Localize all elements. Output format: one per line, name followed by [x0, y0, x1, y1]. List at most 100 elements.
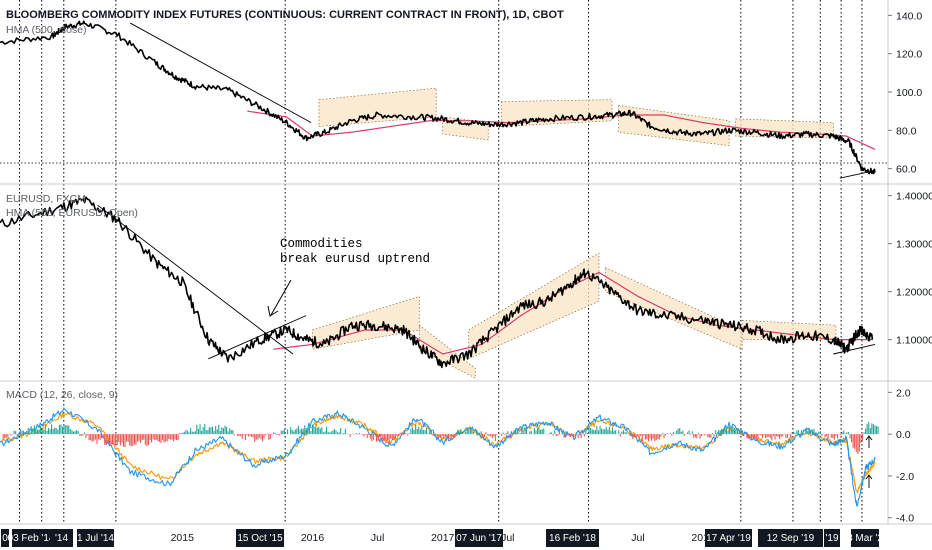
histogram-bar — [769, 434, 771, 439]
histogram-bar — [813, 428, 815, 435]
histogram-bar — [746, 434, 748, 438]
histogram-bar — [566, 434, 568, 435]
histogram-bar — [488, 434, 490, 437]
histogram-bar — [180, 433, 182, 435]
histogram-bar — [430, 429, 432, 435]
time-axis[interactable]: 2015Jul2016Jul2017JulJul2019003 Feb '14'… — [1, 529, 889, 547]
histogram-bar — [327, 432, 329, 435]
histogram-bar — [877, 426, 879, 435]
histogram-bar — [127, 434, 129, 442]
histogram-bar — [827, 434, 829, 440]
histogram-bar — [793, 431, 795, 435]
time-axis-marker — [236, 529, 284, 547]
histogram-bar — [362, 434, 364, 435]
histogram-bar — [454, 434, 456, 438]
price-axis[interactable]: 140.0 120.0 100.0 80.0 60.0 1.40000 1.30000 1.2… — [888, 10, 932, 525]
histogram-bar — [118, 434, 120, 442]
histogram-bar — [713, 434, 715, 437]
histogram-bar — [701, 434, 703, 436]
histogram-bar — [79, 434, 81, 436]
time-axis-marker — [50, 529, 73, 547]
histogram-bar — [141, 434, 143, 441]
annotation-arrow — [270, 279, 292, 316]
histogram-bar — [358, 433, 360, 435]
histogram-bar — [179, 433, 181, 435]
histogram-bar — [849, 434, 851, 439]
histogram-bar — [215, 426, 217, 435]
histogram-bar — [762, 434, 764, 438]
histogram-bar — [863, 432, 865, 435]
histogram-bar — [741, 430, 743, 435]
eurusd-symbol-label[interactable]: EURUSD, FXCM — [6, 193, 86, 205]
histogram-bar — [833, 434, 835, 440]
histogram-bar — [646, 434, 648, 440]
histogram-bar — [868, 421, 870, 435]
histogram-bar — [516, 429, 518, 435]
histogram-bar — [782, 434, 784, 437]
histogram-bar — [74, 431, 76, 435]
histogram-bar — [287, 429, 289, 435]
histogram-bar — [721, 429, 723, 435]
histogram-bar — [688, 430, 690, 435]
histogram-bar — [413, 429, 415, 435]
histogram-bar — [82, 434, 84, 436]
histogram-bar — [724, 427, 726, 435]
histogram-bar — [874, 425, 876, 435]
macd-signal-line — [0, 411, 876, 494]
histogram-bar — [38, 429, 40, 435]
macd-arrow-head — [865, 474, 873, 480]
trendlines — [0, 22, 888, 488]
histogram-bar — [251, 434, 253, 437]
histogram-bar — [635, 434, 637, 438]
histogram-bar — [551, 432, 553, 435]
histogram-bar — [872, 424, 874, 435]
histogram-bar — [621, 431, 623, 435]
histogram-bar — [604, 429, 606, 435]
histogram-bar — [738, 432, 740, 435]
histogram-bar — [487, 434, 489, 436]
histogram-bar — [301, 428, 303, 435]
histogram-bar — [493, 434, 495, 437]
histogram-bar — [766, 434, 768, 438]
histogram-bar — [144, 434, 146, 445]
histogram-bar — [344, 428, 346, 435]
histogram-bar — [35, 427, 37, 435]
histogram-bar — [162, 434, 164, 441]
histogram-bar — [446, 434, 448, 437]
histogram-bar — [805, 428, 807, 435]
histogram-bar — [44, 425, 46, 435]
histogram-bar — [274, 432, 276, 435]
histogram-bar — [619, 434, 621, 437]
y-tick-label: 2.0 — [896, 387, 911, 399]
time-axis-label: Jul — [501, 532, 514, 544]
histogram-bar — [390, 434, 392, 439]
histogram-bar — [169, 434, 171, 440]
histogram-bar — [455, 432, 457, 435]
histogram-bar — [515, 430, 517, 435]
hma-legend[interactable]: HMA (500, close) — [6, 24, 87, 36]
macd-legend[interactable]: MACD (12, 26, close, 9) — [6, 389, 119, 401]
macd-line — [0, 407, 876, 507]
histogram-bar — [476, 429, 478, 435]
time-axis-marker — [705, 529, 752, 547]
histogram-bar — [643, 434, 645, 436]
y-tick-label: -2.0 — [896, 471, 914, 483]
histogram-bar — [22, 430, 24, 435]
histogram-bar — [77, 430, 79, 435]
histogram-bar — [238, 434, 240, 436]
histogram-bar — [787, 434, 789, 438]
histogram-bar — [110, 434, 112, 445]
histogram-bar — [801, 430, 803, 435]
histogram-bar — [672, 431, 674, 435]
histogram-bar — [266, 433, 268, 435]
histogram-bar — [291, 430, 293, 435]
histogram-bar — [796, 430, 798, 435]
histogram-bar — [537, 428, 539, 435]
histogram-bar — [46, 430, 48, 435]
histogram-bar — [218, 424, 220, 435]
eurusd-downtrend-line — [97, 204, 294, 355]
histogram-bar — [457, 430, 459, 435]
histogram-bar — [497, 433, 499, 435]
eurusd-hma-legend[interactable]: HMA (500, EURUSD, Open) — [6, 207, 138, 219]
histogram-bar — [435, 434, 437, 437]
